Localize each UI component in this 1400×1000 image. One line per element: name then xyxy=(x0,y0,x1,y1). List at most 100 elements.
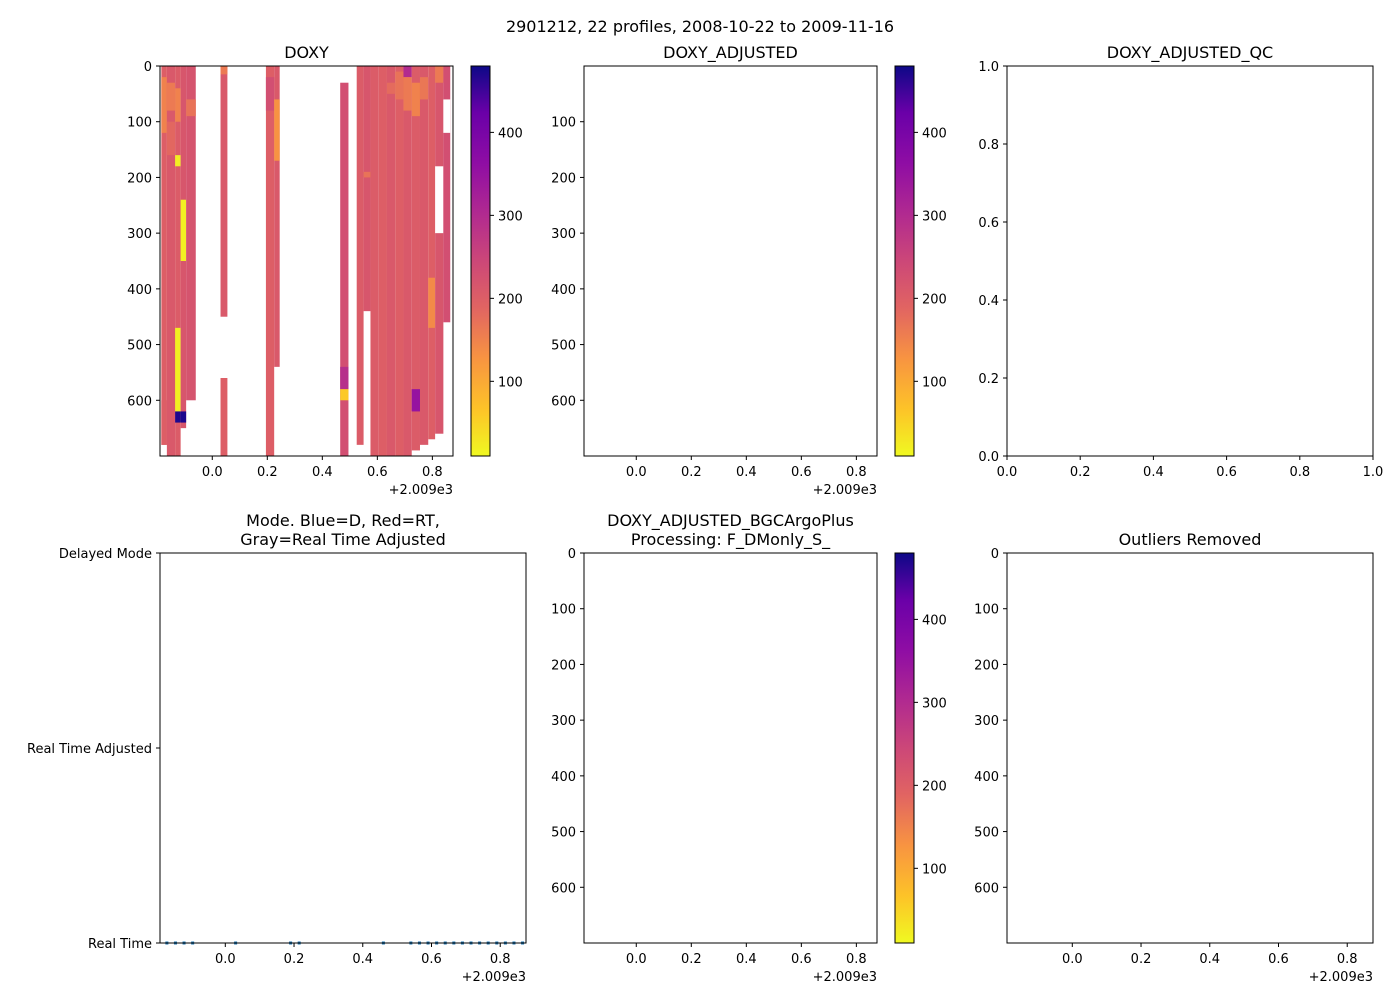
y-tick-label: 200 xyxy=(551,171,576,186)
mode-panel: Real Time Real Time Adjusted Delayed Mode 0… xyxy=(27,511,527,985)
y-tick-label: 200 xyxy=(551,658,576,673)
x-tick-label: 0.6 xyxy=(1268,952,1289,967)
x-tick-label: 0.4 xyxy=(1199,952,1220,967)
x-tick-label: 0.0 xyxy=(202,465,223,480)
heatmap-cell xyxy=(443,66,451,323)
x-tick-label: 0.6 xyxy=(367,465,388,480)
y-tick-label: 0 xyxy=(991,547,999,562)
y-tick-label: 100 xyxy=(974,603,999,618)
y-tick-label: 400 xyxy=(551,770,576,785)
colorbar xyxy=(894,552,915,944)
heatmap-cell xyxy=(274,99,280,161)
chart-title: Processing: F_DMonly_S_ xyxy=(631,530,831,550)
outliers-panel: 0.0 0.2 0.4 0.6 0.8 +2.009e3 0 100 200 300 400 500 6… xyxy=(974,530,1374,985)
y-tick-label: 0.8 xyxy=(978,138,999,153)
y-tick-label: 500 xyxy=(974,826,999,841)
heatmap-cell xyxy=(161,66,167,445)
x-tick-label: 0.2 xyxy=(284,952,305,967)
y-tick-label: 300 xyxy=(551,227,576,242)
heatmap-cell xyxy=(395,66,404,456)
heatmap-cell xyxy=(428,277,436,328)
heatmap-cell xyxy=(166,66,176,456)
heatmap-cell xyxy=(265,66,275,456)
heatmap-cell xyxy=(403,66,412,456)
y-tick-label: 100 xyxy=(551,603,576,618)
x-tick-label: 0.0 xyxy=(626,952,647,967)
x-offset-label: +2.009e3 xyxy=(813,970,877,985)
colorbar-tick-label: 200 xyxy=(922,292,947,307)
colorbar-tick-label: 300 xyxy=(922,209,947,224)
colorbar-tick-label: 400 xyxy=(922,126,947,141)
heatmap-cell xyxy=(411,66,420,451)
heatmap-cell xyxy=(419,77,429,100)
heatmap-cell xyxy=(403,66,412,78)
heatmap-cell xyxy=(175,411,181,423)
heatmap-cell xyxy=(435,66,444,83)
x-tick-label: 0.4 xyxy=(352,952,373,967)
heatmap-cell xyxy=(386,66,396,456)
y-tick-label: 300 xyxy=(974,714,999,729)
y-tick-label: 400 xyxy=(127,283,152,298)
x-tick-label: 0.6 xyxy=(791,952,812,967)
doxy-adjusted-panel: 0.0 0.2 0.4 0.6 0.8 +2.009e3 100 200 300 400 500 60… xyxy=(551,43,947,498)
heatmap-cell xyxy=(166,82,176,111)
y-tick-label: 400 xyxy=(974,770,999,785)
heatmap-cell xyxy=(386,82,396,94)
x-tick-label: 0.4 xyxy=(736,465,757,480)
heatmap-cell xyxy=(186,66,196,401)
heatmap-cell xyxy=(180,411,187,423)
chart-title: Outliers Removed xyxy=(1119,530,1262,549)
heatmap-cell xyxy=(166,121,176,156)
x-offset-label: +2.009e3 xyxy=(813,483,877,498)
colorbar-tick-label: 100 xyxy=(498,375,523,390)
axes-frame xyxy=(583,65,878,457)
axes-frame xyxy=(1006,552,1374,944)
colorbar-tick-label: 100 xyxy=(922,862,947,877)
heatmap-cell xyxy=(175,327,181,412)
doxy-panel: 0.0 0.2 0.4 0.6 0.8 +2.009e3 0 100 200 300 400 500 6… xyxy=(127,43,523,498)
colorbar-tick-label: 400 xyxy=(922,613,947,628)
colorbar xyxy=(894,65,915,457)
x-tick-label: 0.8 xyxy=(1337,952,1358,967)
heatmap-cell xyxy=(370,66,379,456)
x-tick-label: 0.8 xyxy=(422,465,443,480)
x-offset-label: +2.009e3 xyxy=(462,970,526,985)
x-tick-label: 0.4 xyxy=(736,952,757,967)
heatmap-cell xyxy=(411,82,420,117)
y-tick-label: Delayed Mode xyxy=(59,547,152,562)
heatmap-cell xyxy=(161,77,167,133)
heatmap-cell xyxy=(363,66,371,312)
y-tick-label: 200 xyxy=(974,658,999,673)
heatmap-cell xyxy=(435,166,444,234)
heatmap-cell xyxy=(220,378,228,456)
y-tick-label: 200 xyxy=(127,171,152,186)
colorbar xyxy=(470,65,491,457)
heatmap-cell xyxy=(435,66,444,434)
y-tick-label: Real Time xyxy=(88,937,152,952)
heatmap-cell xyxy=(220,66,228,317)
y-tick-label: 400 xyxy=(551,283,576,298)
x-tick-label: 1.0 xyxy=(1363,465,1384,480)
heatmap-cell xyxy=(161,400,167,445)
y-tick-label: 100 xyxy=(127,116,152,131)
y-tick-label: 0.0 xyxy=(978,450,999,465)
y-tick-label: 600 xyxy=(974,881,999,896)
x-offset-label: +2.009e3 xyxy=(1309,970,1373,985)
x-tick-label: 0.0 xyxy=(626,465,647,480)
y-tick-label: 0.2 xyxy=(978,372,999,387)
y-tick-label: 600 xyxy=(127,394,152,409)
y-tick-label: 100 xyxy=(551,116,576,131)
heatmap-cell xyxy=(265,77,275,111)
colorbar-tick-label: 100 xyxy=(922,375,947,390)
heatmap-cell xyxy=(363,171,371,178)
x-tick-label: 0.6 xyxy=(791,465,812,480)
heatmap-cell xyxy=(175,88,181,122)
x-tick-label: 0.0 xyxy=(215,952,236,967)
x-tick-label: 0.2 xyxy=(257,465,278,480)
x-tick-label: 0.0 xyxy=(1062,952,1083,967)
y-tick-label: 0.4 xyxy=(978,294,999,309)
y-tick-label: 500 xyxy=(551,339,576,354)
heatmap-cell xyxy=(428,66,436,440)
y-tick-label: Real Time Adjusted xyxy=(27,742,152,757)
y-tick-label: 1.0 xyxy=(978,60,999,75)
